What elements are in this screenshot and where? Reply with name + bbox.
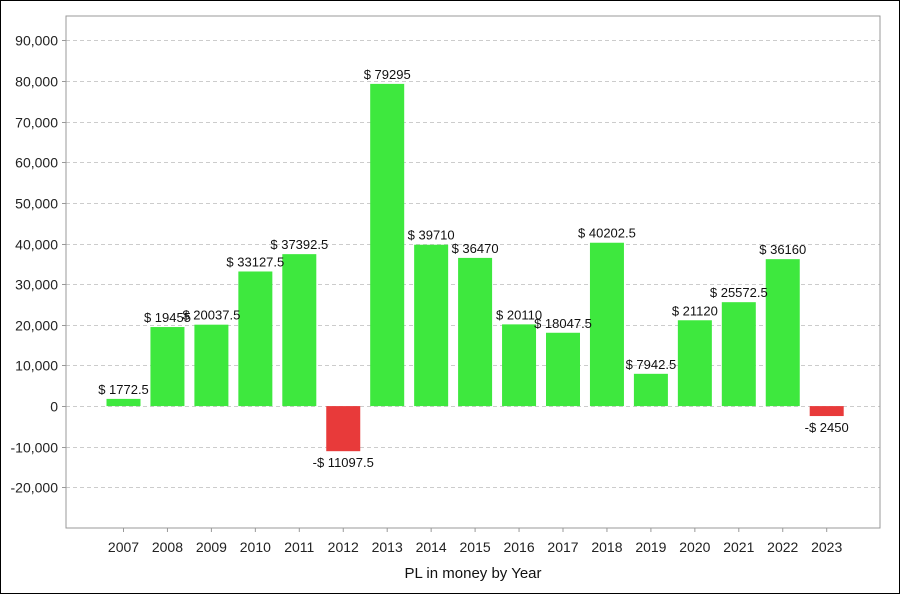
x-tick-label: 2021	[723, 539, 754, 555]
bar	[414, 244, 449, 407]
bar	[721, 302, 756, 407]
x-tick-label: 2017	[547, 539, 578, 555]
x-tick-label: 2016	[503, 539, 534, 555]
data-label: $ 21120	[672, 303, 718, 318]
y-tick-label: 0	[50, 399, 58, 415]
data-label: -$ 11097.5	[313, 455, 374, 470]
x-tick-label: 2013	[372, 539, 403, 555]
bar	[458, 257, 493, 407]
data-label: $ 79295	[364, 67, 411, 82]
bar	[282, 254, 317, 407]
data-label: $ 18047.5	[534, 316, 592, 331]
x-tick-label: 2010	[240, 539, 271, 555]
data-labels: $ 1772.5 $ 19455$ 20037.5 $ 33127.5 $ 37392…	[98, 67, 849, 470]
bar	[546, 332, 580, 407]
bar	[502, 324, 537, 407]
x-tick-label: 2008	[152, 539, 183, 555]
data-label: $ 37392.5	[270, 237, 328, 252]
data-label: $ 36470	[452, 241, 499, 256]
data-label: $ 1772.5	[98, 382, 149, 397]
bar	[326, 406, 361, 452]
data-label: $ 7942.5	[626, 357, 677, 372]
x-tick-label: 2009	[196, 539, 227, 555]
data-label: $ 25572.5	[710, 285, 768, 300]
x-tick-label: 2011	[284, 539, 314, 555]
data-label: $ 20037.5	[182, 308, 240, 323]
bar	[238, 271, 273, 407]
data-label: $ 40202.5	[578, 226, 636, 241]
bar	[370, 83, 405, 407]
y-tick-label: 50,000	[15, 196, 58, 212]
x-tick-label: 2018	[591, 539, 622, 555]
y-axis-ticks: -20,000 -10,000 0 10,000 20,000 30,000 40,000 5…	[11, 33, 66, 496]
bar	[106, 398, 141, 407]
x-tick-label: 2007	[108, 539, 139, 555]
x-tick-label: 2022	[767, 539, 798, 555]
x-tick-label: 2019	[635, 539, 666, 555]
x-tick-label: 2023	[811, 539, 842, 555]
bar	[633, 373, 668, 407]
plot-area	[65, 15, 881, 529]
bar	[809, 406, 844, 417]
y-tick-label: 20,000	[15, 318, 58, 334]
bar	[765, 259, 800, 407]
y-tick-label: 40,000	[15, 237, 58, 253]
data-label: $ 39710	[408, 228, 455, 243]
y-tick-label: 90,000	[15, 33, 58, 49]
y-tick-label: 70,000	[15, 115, 58, 131]
y-tick-label: 10,000	[15, 358, 58, 374]
y-tick-label: 80,000	[15, 74, 58, 90]
y-tick-label: -20,000	[11, 480, 59, 496]
bar	[150, 327, 185, 407]
data-label: $ 33127.5	[226, 254, 284, 269]
data-label: $ 20110	[496, 307, 542, 322]
x-tick-label: 2014	[416, 539, 447, 555]
y-tick-label: -10,000	[11, 440, 59, 456]
bar	[589, 242, 624, 407]
x-tick-label: 2015	[460, 539, 491, 555]
data-label: $ 19455	[144, 310, 191, 325]
bars	[106, 83, 844, 452]
x-axis-ticks: 2007 2008 2009 2010 2011 2012 2013 2014 2015 2016…	[108, 528, 842, 555]
x-tick-label: 2012	[328, 539, 359, 555]
y-tick-label: 60,000	[15, 155, 58, 171]
bar	[194, 324, 229, 407]
y-tick-label: 30,000	[15, 277, 58, 293]
x-tick-label: 2020	[679, 539, 710, 555]
data-label: -$ 2450	[805, 420, 849, 435]
x-axis-title: PL in money by Year	[404, 565, 541, 582]
bar	[677, 320, 712, 407]
data-label: $ 36160	[759, 242, 806, 257]
